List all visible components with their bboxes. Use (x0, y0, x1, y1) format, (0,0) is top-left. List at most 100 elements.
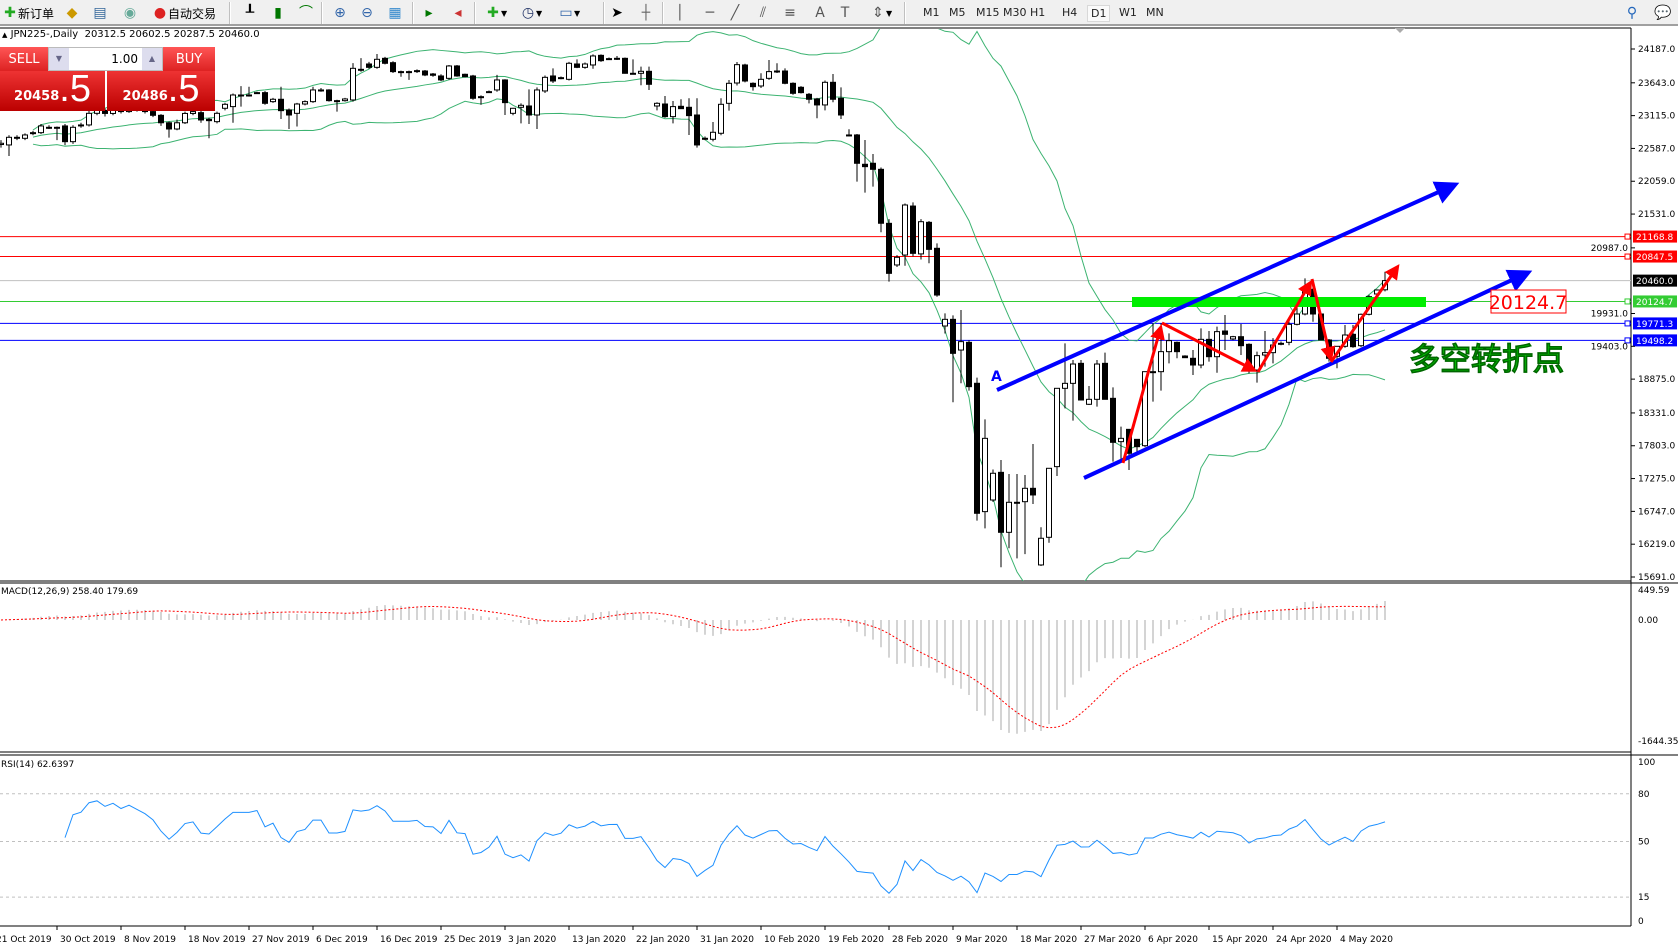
candle-body[interactable] (758, 78, 764, 87)
candle-body[interactable] (1030, 487, 1036, 496)
candle-body[interactable] (518, 104, 524, 108)
candle-body[interactable] (1102, 362, 1108, 400)
candle-body[interactable] (510, 107, 516, 114)
periods-button[interactable]: ◷ ▼ (520, 3, 542, 23)
candle-body[interactable] (6, 136, 12, 146)
red-wave-arrow[interactable] (1161, 321, 1258, 372)
candle-body[interactable] (1214, 331, 1220, 358)
candle-body[interactable] (902, 204, 908, 256)
candle-body[interactable] (726, 82, 732, 104)
candle-body[interactable] (174, 122, 180, 130)
candle-body[interactable] (30, 132, 36, 135)
buy-button[interactable]: BUY (163, 47, 215, 71)
timeframe-d1[interactable]: D1 (1087, 5, 1111, 22)
candle-body[interactable] (270, 98, 276, 103)
price-axis[interactable]: 21168.8 20847.5 20460.0 20124.7 19771.3 19498… (1591, 45, 1677, 583)
line-chart-button[interactable]: ⌒ (298, 3, 314, 23)
candle-body[interactable] (782, 70, 788, 84)
candle-body[interactable] (670, 106, 676, 118)
candle-body[interactable] (430, 73, 436, 76)
candle-body[interactable] (566, 62, 572, 80)
zoom-out-button[interactable]: ⊖ (359, 3, 375, 23)
candle-body[interactable] (254, 92, 260, 95)
candle-body[interactable] (622, 57, 628, 74)
candle-body[interactable] (1174, 341, 1180, 353)
candle-body[interactable] (1198, 338, 1204, 366)
candle-body[interactable] (310, 89, 316, 103)
candle-body[interactable] (838, 97, 844, 116)
candle-body[interactable] (446, 65, 452, 79)
candle-body[interactable] (950, 318, 956, 354)
timeframe-m15[interactable]: M15 (976, 6, 1000, 19)
candle-body[interactable] (1070, 363, 1076, 384)
candle-body[interactable] (822, 81, 828, 106)
candle-body[interactable] (62, 125, 68, 143)
timeframe-mn[interactable]: MN (1146, 6, 1164, 19)
candle-body[interactable] (1038, 537, 1044, 566)
candle-body[interactable] (1006, 501, 1012, 533)
candle-body[interactable] (582, 63, 588, 68)
candle-body[interactable] (326, 89, 332, 102)
candle-body[interactable] (646, 70, 652, 85)
vertical-line-button[interactable]: │ (672, 3, 688, 23)
candle-body[interactable] (366, 63, 372, 68)
candle-body[interactable] (206, 118, 212, 122)
candle-body[interactable] (742, 64, 748, 82)
trendline-button[interactable]: ╱ (727, 3, 743, 23)
candle-body[interactable] (294, 103, 300, 114)
candle-body[interactable] (1150, 371, 1156, 374)
candle-body[interactable] (526, 105, 532, 116)
candle-body[interactable] (1358, 313, 1364, 347)
sell-button[interactable]: SELL (0, 47, 48, 71)
text-button[interactable]: A (812, 3, 828, 23)
autoscroll-button[interactable]: ▸ (421, 3, 437, 23)
candle-body[interactable] (0, 142, 4, 146)
candle-body[interactable] (1014, 501, 1020, 504)
timeframe-m30[interactable]: M30 (1003, 6, 1027, 19)
level-label-box[interactable] (1490, 289, 1567, 314)
auto-trading-button[interactable]: ● 自动交易 (152, 3, 216, 23)
candle-body[interactable] (1158, 351, 1164, 373)
candle-body[interactable] (1286, 323, 1292, 343)
candlestick-chart-button[interactable]: ▮ (270, 3, 286, 23)
sell-price-button[interactable]: 20458 .5 (0, 70, 105, 111)
red-wave-arrow[interactable] (1329, 264, 1400, 363)
equidistant-channel-button[interactable]: ⫽ (755, 3, 771, 23)
candle-body[interactable] (886, 222, 892, 274)
candle-body[interactable] (1094, 363, 1100, 400)
turning-point-text[interactable]: 多空转折点 (1409, 342, 1565, 379)
candle-body[interactable] (1294, 313, 1300, 325)
candle-body[interactable] (798, 86, 804, 94)
candle-body[interactable] (1134, 438, 1140, 448)
candle-body[interactable] (246, 94, 252, 97)
candle-body[interactable] (318, 89, 324, 92)
red-wave-arrow[interactable] (1256, 279, 1313, 373)
candle-body[interactable] (1118, 437, 1124, 443)
candle-body[interactable] (182, 112, 188, 124)
candle-body[interactable] (878, 168, 884, 224)
candle-body[interactable] (806, 93, 812, 100)
candle-body[interactable] (710, 131, 716, 140)
candle-body[interactable] (350, 67, 356, 101)
candle-body[interactable] (1142, 371, 1148, 447)
buy-price-button[interactable]: 20486 .5 (107, 70, 215, 111)
candle-body[interactable] (814, 98, 820, 106)
candle-body[interactable] (1062, 382, 1068, 389)
candle-body[interactable] (486, 91, 492, 94)
candle-body[interactable] (1222, 330, 1228, 335)
candle-body[interactable] (358, 68, 364, 71)
candle-body[interactable] (550, 75, 556, 82)
candle-body[interactable] (334, 100, 340, 103)
candle-body[interactable] (1022, 487, 1028, 503)
candle-body[interactable] (534, 89, 540, 116)
candle-body[interactable] (982, 437, 988, 513)
lower-channel-line[interactable] (1083, 269, 1533, 480)
candle-body[interactable] (1110, 397, 1116, 443)
candle-body[interactable] (934, 247, 940, 296)
candle-body[interactable] (614, 57, 620, 60)
candle-body[interactable] (958, 341, 964, 351)
level-handle[interactable] (1624, 337, 1631, 344)
lot-decrease-button[interactable]: ▼ (49, 48, 69, 70)
candle-body[interactable] (694, 114, 700, 146)
